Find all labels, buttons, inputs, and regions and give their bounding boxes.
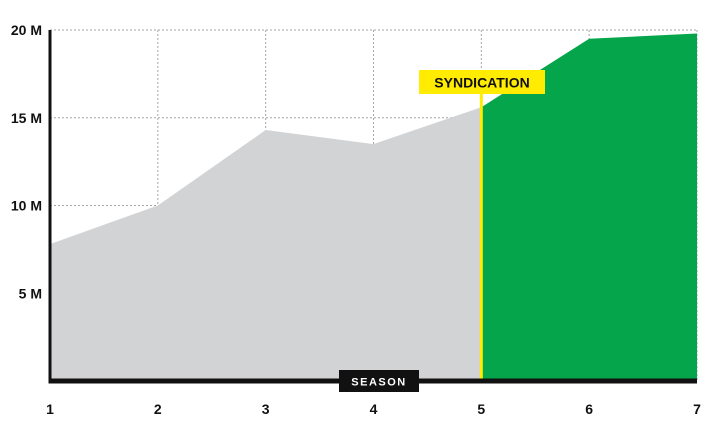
y-tick-label-2: 15 M — [11, 110, 42, 126]
annotation-label-0: SYNDICATION — [434, 75, 529, 91]
x-axis-label-background — [339, 370, 419, 392]
syndication-annotation: SYNDICATION — [419, 70, 545, 381]
tick-labels: 5 M 10 M 15 M 20 M 1 2 3 4 5 6 7 — [11, 22, 701, 417]
y-tick-label-3: 20 M — [11, 22, 42, 38]
annotation-label-background-0 — [419, 70, 545, 94]
area-series-0 — [50, 107, 482, 381]
x-tick-label-6: 7 — [693, 401, 701, 417]
x-tick-label-4: 5 — [477, 401, 485, 417]
area-series — [50, 33, 697, 381]
x-axis-label: SEASON — [339, 370, 419, 392]
area-series-1 — [481, 33, 697, 381]
x-tick-label-3: 4 — [370, 401, 378, 417]
x-tick-label-2: 3 — [262, 401, 270, 417]
x-tick-label-1: 2 — [154, 401, 162, 417]
y-tick-label-0: 5 M — [19, 285, 42, 301]
x-axis-label-text: SEASON — [351, 377, 406, 389]
x-tick-label-0: 1 — [46, 401, 54, 417]
y-tick-label-1: 10 M — [11, 198, 42, 214]
x-tick-label-5: 6 — [585, 401, 593, 417]
